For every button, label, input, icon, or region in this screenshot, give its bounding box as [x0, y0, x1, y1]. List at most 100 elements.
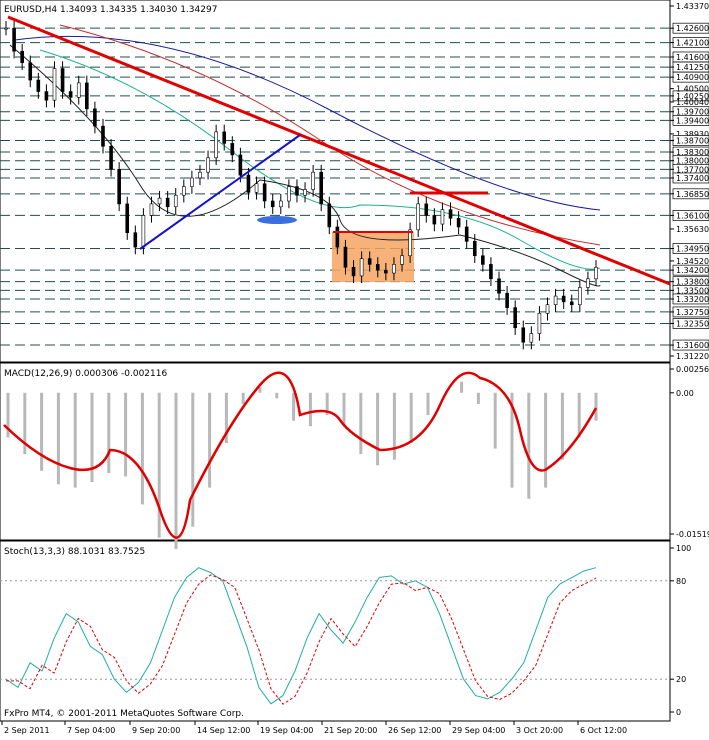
macd-drawings [3, 371, 598, 549]
price-tick-label: 1.34200 [676, 266, 709, 275]
price-tick-label: 1.41600 [676, 53, 709, 62]
ma-black [9, 44, 601, 287]
price-tick-label: 1.34950 [676, 245, 709, 254]
candle-body [408, 229, 412, 257]
candle-body [125, 203, 130, 234]
candle-body [594, 266, 598, 280]
candle-body [222, 131, 227, 144]
price-tick-label: 1.36850 [676, 190, 709, 199]
blue-marker [257, 216, 297, 224]
price-tick-label: 1.37400 [676, 174, 709, 183]
candle-body [141, 215, 146, 248]
candle-body [246, 174, 251, 193]
candle-body [456, 218, 461, 228]
candle-body [343, 246, 348, 268]
macd-signal-line [3, 371, 598, 539]
x-tick-label: 29 Sep 04:00 [452, 726, 505, 735]
candle-body [384, 269, 388, 274]
candle-body [432, 215, 437, 225]
x-tick-label: 14 Sep 12:00 [197, 726, 250, 735]
price-tick-label: 1.38300 [676, 148, 709, 157]
price-tick-label: 1.40040 [676, 98, 709, 107]
candle-body [101, 125, 105, 147]
price-tick-label: 1.38930 [676, 130, 709, 139]
candle-body [109, 145, 113, 170]
candle-body [586, 278, 590, 288]
candle-body [578, 287, 582, 306]
candle-body [569, 301, 574, 306]
candle-body [93, 108, 97, 127]
candle-body [335, 226, 340, 248]
candle-body [214, 131, 218, 159]
candle-body [489, 264, 493, 280]
x-tick-label: 21 Sep 20:00 [324, 726, 377, 735]
macd-panel [0, 362, 671, 541]
candle-body [44, 91, 49, 101]
candle-body [303, 189, 307, 196]
ma-green [39, 49, 601, 270]
candle-body [440, 209, 445, 225]
price-tick-label: 1.32350 [676, 319, 709, 328]
candle-body [553, 295, 558, 306]
candle-body [12, 27, 16, 52]
x-tick-label: 9 Sep 20:00 [132, 726, 180, 735]
candle-body [424, 203, 429, 216]
price-tick-label: 1.33500 [676, 286, 709, 295]
stoch-tick-label: 0 [676, 708, 681, 717]
price-tick-label: 1.31600 [676, 341, 709, 350]
price-tick-label: 1.38700 [676, 137, 709, 146]
candle-body [198, 171, 202, 179]
x-tick-label: 26 Sep 12:00 [388, 726, 441, 735]
price-tick-label: 1.42600 [676, 24, 709, 33]
x-tick-label: 3 Oct 20:00 [516, 726, 563, 735]
candle-body [190, 177, 194, 187]
candle-body [561, 295, 566, 303]
candle-body [448, 209, 453, 219]
price-tick-label: 1.39700 [676, 108, 709, 117]
price-tick-label: 1.32750 [676, 308, 709, 317]
candle-body [505, 292, 509, 308]
candle-body [537, 313, 542, 334]
price-tick-label: 1.36100 [676, 211, 709, 220]
price-tick-label: 1.33200 [676, 295, 709, 304]
candle-body [400, 255, 404, 265]
price-tick-label: 1.41250 [676, 63, 709, 72]
x-axis: 2 Sep 2011 7 Sep 04:00 9 Sep 20:00 14 Sep 1… [1, 721, 627, 735]
uptrend-line [139, 134, 301, 250]
candle-body [206, 157, 210, 173]
candle-body [76, 82, 81, 98]
candle-body [20, 50, 24, 64]
candle-body [68, 91, 73, 98]
candle-body [351, 266, 356, 277]
candle-body [545, 304, 550, 314]
candle-body [367, 258, 372, 265]
stoch-axis: 100 80 20 0 [0, 544, 691, 717]
candle-body [182, 186, 186, 196]
candle-body [278, 200, 283, 208]
price-header: EURUSD,H4 1.34093 1.34335 1.34030 1.3429… [4, 5, 217, 15]
downtrend-line [7, 15, 671, 286]
candle-body [327, 203, 332, 228]
candle-body [416, 203, 420, 231]
candle-body [149, 203, 154, 216]
candle-body [287, 186, 291, 202]
stoch-header: Stoch(13,3,3) 88.1031 83.7525 [4, 547, 145, 557]
stoch-panel [0, 540, 671, 722]
candle-body [497, 278, 501, 294]
price-tick-label: 1.35630 [676, 225, 709, 234]
price-tick-label: 1.40250 [676, 92, 709, 101]
candle-body [60, 68, 65, 92]
macd-tick-label: 0.002561 [676, 365, 709, 374]
price-drawings [4, 15, 671, 350]
candle-body [513, 307, 517, 329]
price-tick-label: 1.31220 [676, 352, 709, 361]
candle-body [521, 327, 526, 343]
candle-body [270, 200, 275, 208]
macd-tick-label: 0.00 [676, 389, 694, 398]
stoch-tick-label: 100 [676, 544, 691, 553]
price-axis: 1.43370 1.42600 1.42100 1.416001.412501.409… [670, 2, 709, 361]
candle-body [319, 171, 324, 205]
price-tick-label: 1.43370 [676, 2, 709, 11]
